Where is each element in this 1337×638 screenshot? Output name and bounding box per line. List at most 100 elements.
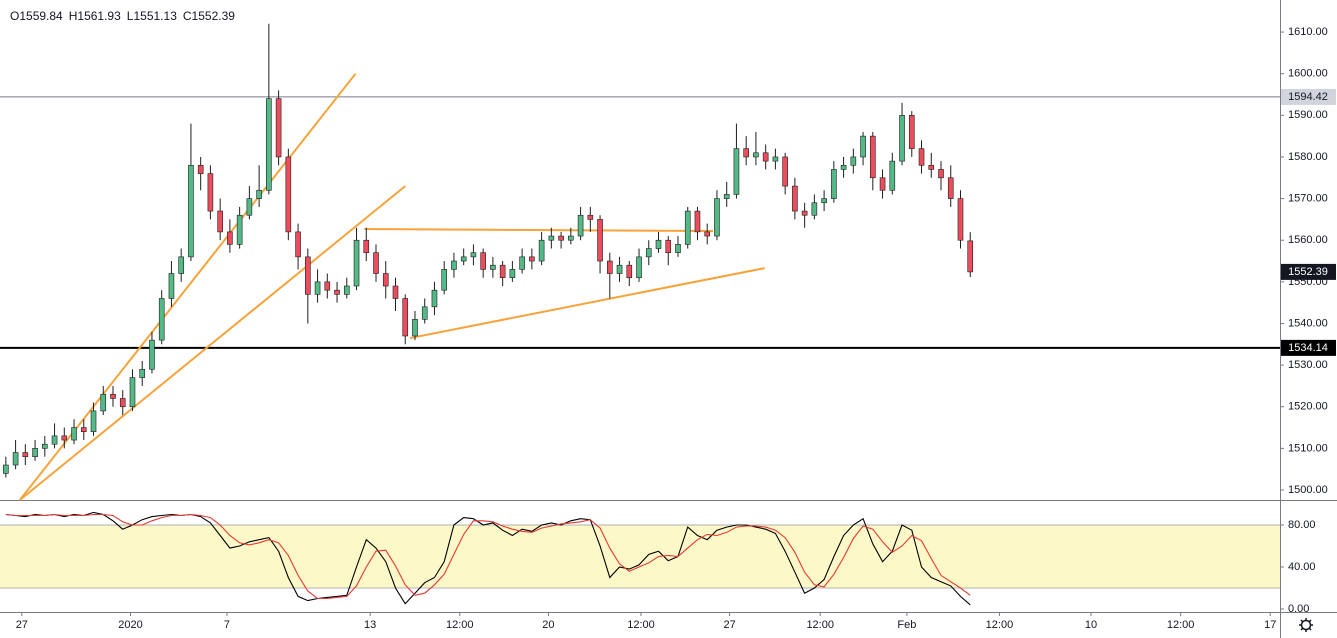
x-tick-label: 7	[224, 619, 230, 631]
y-tick-label: 1570.00	[1288, 192, 1328, 204]
x-tick-label: 2020	[118, 619, 142, 631]
candle-body	[665, 239, 672, 254]
candle-body	[314, 281, 321, 295]
stoch-tick-label: 0.00	[1288, 603, 1309, 615]
candle-body	[723, 194, 730, 199]
candle-body	[343, 285, 350, 295]
stoch-line	[5, 513, 971, 600]
candle-body	[714, 198, 720, 237]
candle-body	[870, 135, 876, 179]
stoch-line	[5, 511, 971, 606]
candle-body	[509, 269, 516, 278]
x-tick-label: 12:00	[806, 619, 834, 631]
x-tick-label: 12:00	[446, 619, 474, 631]
candle-body	[636, 256, 642, 278]
ohlc-prefix: H	[69, 9, 78, 23]
price-label-box	[1281, 339, 1336, 356]
y-tick-label: 1530.00	[1288, 359, 1328, 371]
candle-body	[743, 148, 749, 158]
x-tick-label: 12:00	[1167, 619, 1195, 631]
price-label-box	[1281, 88, 1336, 105]
ohlc-prefix: C	[183, 9, 192, 23]
candle-body	[363, 239, 370, 254]
candle-body	[158, 298, 165, 341]
trend-line	[19, 185, 406, 501]
x-tick-label: 20	[542, 619, 554, 631]
candle-body	[675, 244, 681, 254]
candle-body	[80, 427, 87, 433]
candle-body	[421, 306, 428, 320]
candle-body	[266, 98, 272, 191]
x-tick-label: Feb	[897, 619, 916, 631]
candle-body	[655, 239, 662, 249]
candle-body	[129, 377, 136, 408]
x-tick-label: 12:00	[627, 619, 655, 631]
candle-body	[831, 169, 837, 199]
last-price-label: 1552.39	[1288, 266, 1328, 278]
y-tick-label: 1610.00	[1288, 26, 1328, 38]
candle-body	[275, 98, 282, 158]
x-tick-label: 27	[16, 619, 28, 631]
candle-body	[119, 398, 126, 408]
candle-body	[402, 298, 409, 337]
trend-line	[364, 227, 714, 233]
candle-body	[256, 189, 262, 199]
candle-body	[236, 214, 243, 245]
candle-body	[3, 464, 9, 474]
candle-body	[90, 410, 97, 433]
candle-body	[412, 319, 418, 337]
settings-icon[interactable]	[1299, 618, 1313, 632]
ohlc-value: 1559.84	[19, 9, 63, 23]
y-tick-label: 1510.00	[1288, 442, 1328, 454]
y-tick-label: 1600.00	[1288, 68, 1328, 80]
candle-body	[451, 260, 457, 270]
candle-body	[285, 156, 292, 233]
candle-body	[899, 115, 905, 162]
stoch-band	[0, 524, 1280, 588]
candle-body	[110, 393, 116, 399]
candle-body	[840, 164, 847, 170]
x-tick-label: 17	[1264, 619, 1276, 631]
gear-teeth	[1299, 618, 1313, 632]
ohlc-value: 1552.39	[192, 9, 236, 23]
candle-body	[879, 177, 886, 191]
y-tick-label: 1560.00	[1288, 234, 1328, 246]
candle-body	[704, 231, 711, 237]
candle-body	[957, 198, 964, 241]
candle-body	[694, 210, 701, 233]
candle-body	[460, 256, 467, 262]
candle-body	[246, 198, 253, 216]
candle-body	[51, 435, 58, 445]
candle-body	[227, 231, 233, 245]
candle-body	[860, 135, 866, 158]
candle-body	[42, 443, 48, 449]
candle-body	[772, 156, 779, 162]
candle-body	[519, 256, 525, 270]
candle-body	[100, 393, 107, 412]
candle-body	[889, 160, 896, 191]
candle-body	[32, 448, 38, 458]
candle-body	[305, 256, 311, 295]
candle-body	[168, 273, 175, 299]
y-tick-label: 1590.00	[1288, 109, 1328, 121]
candle-body	[12, 452, 19, 466]
candle-body	[548, 235, 555, 241]
price-label: 1534.14	[1288, 342, 1328, 354]
candle-body	[373, 252, 379, 274]
candle-body	[61, 435, 68, 441]
candle-body	[587, 214, 594, 220]
candle-body	[441, 269, 448, 291]
candle-body	[577, 214, 584, 237]
candle-body	[334, 289, 340, 295]
x-tick-label: 13	[364, 619, 376, 631]
candle-body	[616, 264, 623, 274]
x-tick-label: 27	[723, 619, 735, 631]
y-tick-label: 1540.00	[1288, 317, 1328, 329]
candle-body	[918, 148, 925, 166]
candle-body	[792, 185, 798, 212]
candle-body	[947, 177, 954, 199]
candle-body	[499, 264, 506, 278]
candle-body	[353, 239, 360, 287]
candle-body	[392, 285, 399, 299]
